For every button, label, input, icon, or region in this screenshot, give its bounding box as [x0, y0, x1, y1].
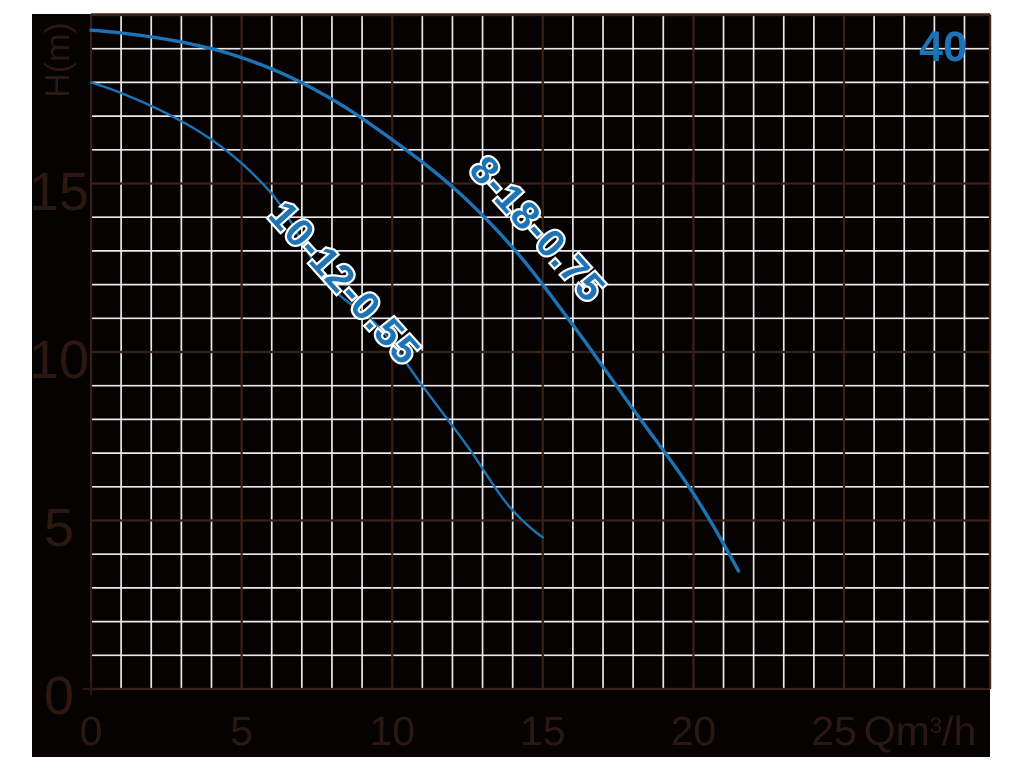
- svg-text:10: 10: [369, 708, 415, 754]
- svg-text:H(m): H(m): [39, 22, 77, 98]
- svg-text:0: 0: [80, 708, 103, 754]
- svg-text:0: 0: [44, 666, 74, 726]
- svg-text:Qm3/h: Qm3/h: [864, 708, 977, 754]
- svg-text:10: 10: [29, 330, 89, 390]
- svg-text:40: 40: [919, 23, 967, 71]
- svg-text:25: 25: [811, 708, 857, 754]
- svg-text:20: 20: [671, 708, 717, 754]
- svg-text:15: 15: [29, 162, 89, 222]
- svg-text:5: 5: [230, 708, 253, 754]
- svg-text:5: 5: [44, 498, 74, 558]
- svg-text:15: 15: [520, 708, 566, 754]
